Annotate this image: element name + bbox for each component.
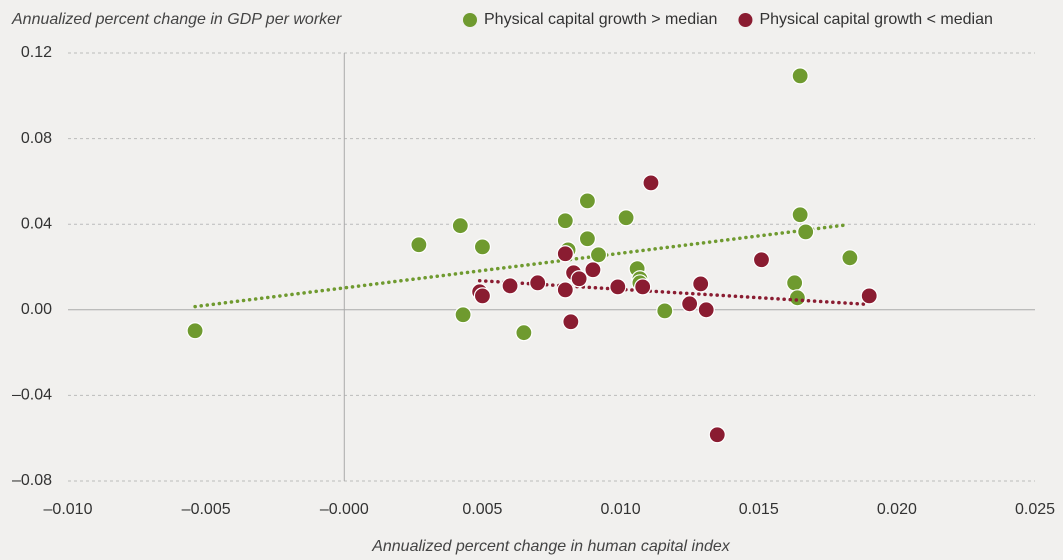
y-tick-label: 0.04 — [21, 215, 52, 232]
point — [556, 245, 574, 263]
x-tick-label: 0.025 — [1015, 501, 1055, 518]
x-tick-label: –0.000 — [320, 501, 369, 518]
point — [788, 289, 806, 307]
point — [681, 295, 699, 313]
legend-marker — [463, 13, 477, 27]
point — [515, 324, 533, 342]
point — [186, 322, 204, 340]
x-tick-label: 0.010 — [601, 501, 641, 518]
legend-marker — [738, 13, 753, 27]
point — [501, 277, 519, 295]
x-tick-label: –0.010 — [44, 501, 93, 518]
y-tick-label: –0.04 — [12, 387, 52, 404]
point — [797, 223, 815, 241]
point — [708, 426, 726, 444]
point — [529, 274, 547, 292]
legend-label: Physical capital growth > median — [484, 11, 717, 28]
point — [589, 246, 608, 264]
point — [556, 212, 574, 230]
point — [570, 270, 588, 288]
point — [791, 67, 809, 85]
point — [841, 249, 859, 267]
y-tick-label: –0.08 — [12, 472, 52, 489]
y-tick-label: 0.00 — [21, 301, 52, 318]
trend-line — [477, 278, 871, 307]
point — [556, 281, 574, 299]
point — [617, 209, 635, 227]
point — [609, 278, 627, 296]
point — [473, 287, 492, 305]
point — [410, 236, 428, 254]
point — [578, 230, 597, 248]
point — [791, 206, 809, 224]
point — [786, 274, 804, 292]
x-tick-label: 0.005 — [462, 501, 502, 518]
x-axis-label: Annualized percent change in human capit… — [371, 538, 731, 555]
point — [692, 275, 710, 293]
legend-label: Physical capital growth < median — [759, 11, 992, 28]
point — [451, 217, 469, 235]
y-tick-label: 0.08 — [21, 130, 52, 147]
point — [656, 302, 674, 320]
x-tick-label: 0.020 — [877, 501, 917, 518]
point — [860, 287, 878, 305]
point — [642, 174, 660, 192]
point — [578, 192, 597, 210]
point — [697, 301, 715, 319]
point — [634, 278, 652, 296]
x-tick-label: –0.005 — [182, 501, 231, 518]
point — [562, 313, 580, 331]
point — [584, 261, 602, 279]
x-tick-label: 0.015 — [739, 501, 779, 518]
trend-line — [193, 223, 849, 309]
point — [752, 251, 771, 269]
y-tick-label: 0.12 — [21, 44, 52, 61]
point — [473, 238, 492, 256]
y-axis-label: Annualized percent change in GDP per wor… — [11, 11, 342, 28]
point — [454, 306, 472, 324]
